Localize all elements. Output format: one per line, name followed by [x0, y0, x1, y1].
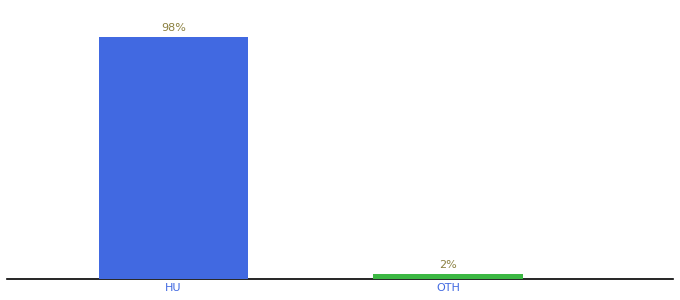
Bar	[373, 274, 523, 279]
Text: 98%: 98%	[161, 23, 186, 33]
Text: 2%: 2%	[439, 260, 457, 270]
Bar	[99, 37, 248, 279]
